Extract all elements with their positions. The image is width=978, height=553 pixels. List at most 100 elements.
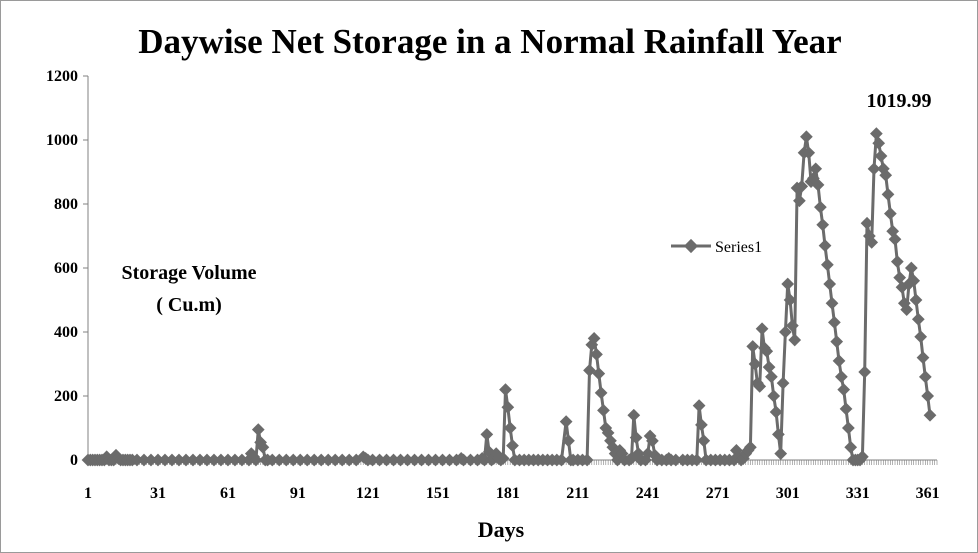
data-point-marker — [207, 453, 221, 467]
data-point-marker — [594, 386, 608, 400]
data-point-marker — [809, 162, 823, 176]
data-point-marker — [597, 404, 610, 417]
data-point-marker — [870, 127, 883, 140]
data-point-marker — [904, 261, 918, 275]
data-point-marker — [415, 453, 428, 467]
data-point-marker — [592, 367, 606, 380]
data-point-marker — [911, 312, 925, 326]
x-tick-label: 121 — [356, 485, 380, 502]
data-point-marker — [200, 453, 214, 467]
data-point-marker — [669, 453, 683, 467]
y-tick-label: 200 — [54, 388, 78, 405]
y-tick-label: 1200 — [46, 68, 78, 85]
data-point-marker — [881, 188, 895, 201]
data-point-marker — [921, 389, 935, 403]
data-point-marker — [816, 218, 830, 232]
data-point-marker — [788, 333, 802, 347]
data-point-marker — [818, 239, 832, 252]
data-point-marker — [480, 428, 494, 441]
x-tick-label: 331 — [846, 485, 870, 502]
data-point-marker — [844, 440, 858, 454]
data-point-marker — [464, 453, 477, 467]
data-point-marker — [856, 450, 869, 464]
data-point-marker — [923, 408, 937, 422]
data-point-marker — [328, 453, 342, 467]
data-point-marker — [823, 277, 837, 291]
data-point-marker — [832, 354, 846, 368]
data-point-marker — [918, 370, 932, 384]
data-point-marker — [158, 453, 172, 467]
data-point-marker — [916, 351, 930, 364]
data-point-marker — [746, 340, 760, 353]
data-point-marker — [762, 360, 776, 374]
data-point-marker — [893, 271, 907, 284]
data-point-marker — [186, 453, 200, 467]
x-tick-label: 61 — [220, 485, 236, 502]
chart-title: Daywise Net Storage in a Normal Rainfall… — [138, 22, 841, 61]
x-tick-label: 361 — [916, 485, 940, 502]
data-point-marker — [765, 370, 778, 384]
data-point-marker — [867, 162, 881, 176]
data-point-marker — [830, 335, 844, 348]
data-point-marker — [800, 130, 813, 144]
data-point-marker — [499, 383, 512, 396]
data-point-marker — [692, 399, 706, 412]
data-point-marker — [769, 405, 783, 419]
data-point-marker — [697, 434, 711, 448]
data-point-marker — [874, 149, 888, 163]
y-tick-label: 600 — [54, 260, 78, 277]
data-point-marker — [842, 421, 855, 435]
data-point-marker — [314, 453, 328, 467]
data-point-marker — [429, 453, 442, 467]
data-point-marker — [839, 402, 853, 416]
data-point-marker — [781, 277, 795, 291]
data-point-marker — [443, 453, 456, 467]
y-tick-label: 800 — [54, 196, 78, 213]
x-tick-label: 181 — [496, 485, 520, 502]
data-point-marker — [165, 453, 179, 467]
data-point-marker — [802, 146, 816, 160]
data-point-marker — [825, 296, 839, 310]
data-point-marker — [767, 389, 781, 403]
data-point-marker — [858, 365, 872, 379]
data-point-marker — [909, 293, 923, 307]
data-point-marker — [387, 453, 400, 467]
data-point-marker — [837, 383, 851, 396]
data-point-marker — [251, 423, 265, 436]
data-point-marker — [506, 439, 519, 452]
y-tick-label: 400 — [54, 324, 78, 341]
data-point-marker — [144, 453, 158, 467]
data-point-marker — [860, 216, 874, 230]
x-tick-label: 91 — [290, 485, 306, 502]
data-point-marker — [744, 440, 757, 454]
data-point-marker — [279, 453, 293, 467]
x-tick-label: 31 — [150, 485, 166, 502]
data-point-marker — [408, 453, 421, 467]
legend-label-series1: Series1 — [715, 239, 762, 256]
data-point-marker — [562, 434, 575, 448]
y-tick-label: 1000 — [46, 132, 78, 149]
data-point-marker — [814, 200, 827, 214]
data-point-marker — [130, 453, 144, 467]
x-tick-label: 301 — [776, 485, 800, 502]
data-point-marker — [627, 408, 641, 422]
data-point-marker — [559, 415, 573, 428]
y-tick-label: 0 — [70, 452, 78, 469]
x-tick-label: 241 — [636, 485, 660, 502]
data-point-marker — [821, 258, 834, 272]
data-point-marker — [496, 452, 510, 465]
data-point-marker — [394, 453, 407, 467]
data-point-marker — [501, 400, 515, 414]
data-point-marker — [235, 453, 249, 467]
data-point-marker — [307, 453, 321, 467]
data-point-marker — [914, 330, 928, 344]
data-point-marker — [828, 316, 841, 329]
data-point-marker — [272, 453, 286, 467]
data-point-marker — [221, 453, 235, 467]
x-axis-label: Days — [478, 517, 525, 542]
data-point-marker — [890, 255, 904, 268]
x-tick-label: 271 — [706, 485, 730, 502]
y-axis-label-line-1: Storage Volume — [122, 262, 257, 284]
